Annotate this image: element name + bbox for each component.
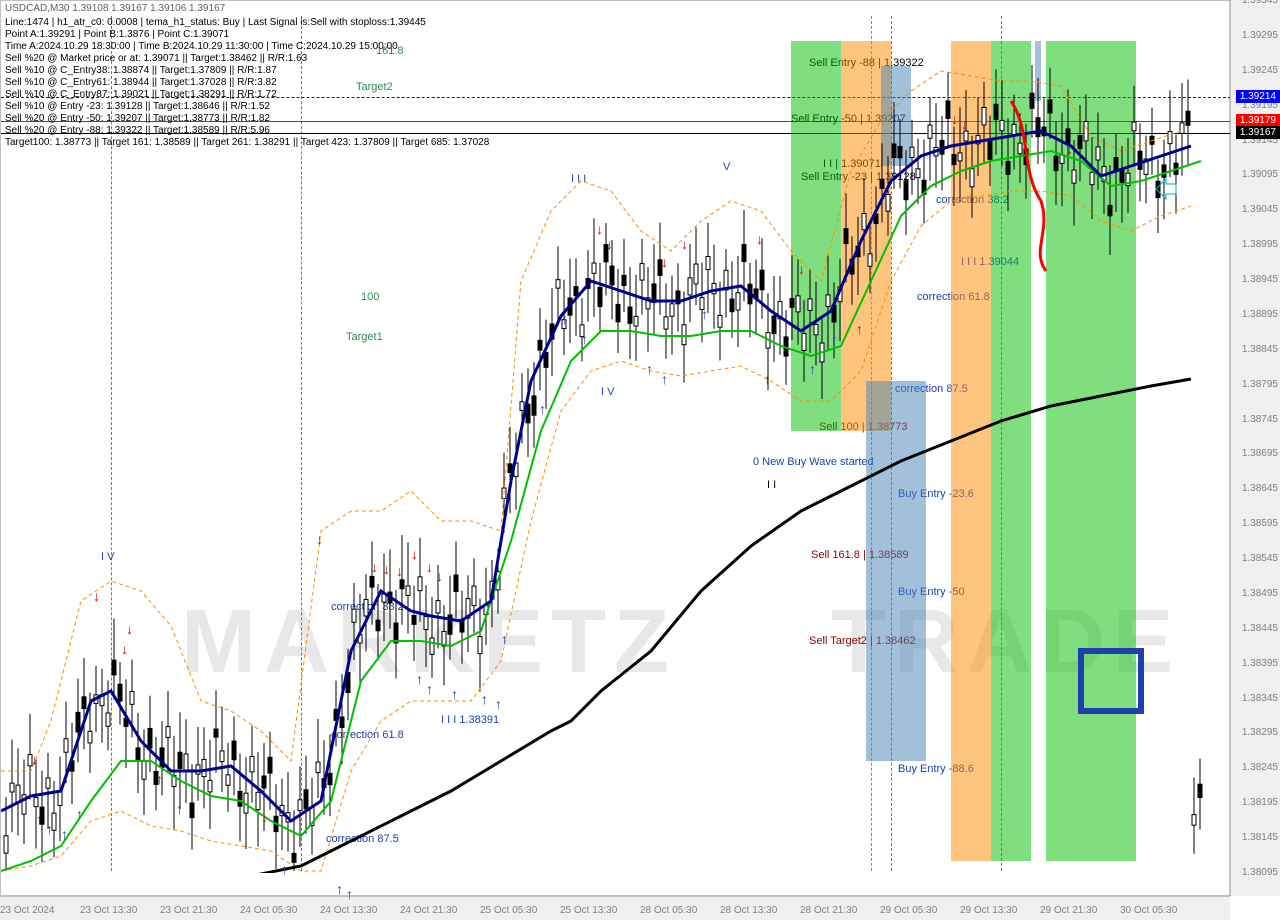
x-tick: 30 Oct 05:30 <box>1120 905 1177 916</box>
down-arrow-icon: ↓ <box>426 559 433 575</box>
up-arrow-icon: ↑ <box>176 801 183 817</box>
up-arrow-icon: ↑ <box>701 306 708 322</box>
y-tick: 1.39245 <box>1242 65 1278 76</box>
x-tick: 28 Oct 21:30 <box>800 905 857 916</box>
y-tick: 1.38995 <box>1242 239 1278 250</box>
x-axis: 23 Oct 2024 23 Oct 13:30 23 Oct 21:30 24 Oc… <box>0 896 1230 920</box>
up-arrow-icon: ↑ <box>416 671 423 687</box>
x-tick: 24 Oct 13:30 <box>320 905 377 916</box>
y-axis: 1.393451.392951.392451.391951.391451.390… <box>1230 0 1280 896</box>
up-arrow-icon: ↑ <box>764 371 771 387</box>
down-arrow-icon: ↓ <box>371 559 378 575</box>
down-arrow-icon: ↓ <box>436 568 443 584</box>
price-marker: 1.39167 <box>1236 126 1280 139</box>
y-tick: 1.38545 <box>1242 553 1278 564</box>
x-tick: 23 Oct 13:30 <box>80 905 137 916</box>
down-arrow-icon: ↓ <box>31 751 38 767</box>
up-arrow-icon: ↑ <box>501 631 508 647</box>
y-tick: 1.38595 <box>1242 518 1278 529</box>
y-tick: 1.38845 <box>1242 344 1278 355</box>
x-tick: 29 Oct 13:30 <box>960 905 1017 916</box>
y-tick: 1.39295 <box>1242 30 1278 41</box>
x-tick: 25 Oct 13:30 <box>560 905 617 916</box>
up-arrow-icon: ↑ <box>426 681 433 697</box>
up-arrow-icon: ↑ <box>809 361 816 377</box>
down-arrow-icon: ↓ <box>261 809 268 825</box>
up-arrow-icon: ↑ <box>61 826 68 842</box>
y-tick: 1.38645 <box>1242 483 1278 494</box>
y-tick: 1.38495 <box>1242 588 1278 599</box>
y-tick: 1.39345 <box>1242 0 1278 6</box>
down-arrow-icon: ↓ <box>661 254 668 270</box>
up-arrow-icon: ↑ <box>856 321 863 337</box>
y-tick: 1.38395 <box>1242 658 1278 669</box>
down-arrow-icon: ↓ <box>93 588 100 604</box>
y-tick: 1.39045 <box>1242 204 1278 215</box>
y-tick: 1.38445 <box>1242 623 1278 634</box>
down-arrow-icon: ↓ <box>316 531 323 547</box>
x-tick: 28 Oct 05:30 <box>640 905 697 916</box>
down-arrow-icon: ↓ <box>756 231 763 247</box>
down-arrow-icon: ↓ <box>951 111 958 127</box>
down-arrow-icon: ↓ <box>1066 141 1073 157</box>
y-tick: 1.38295 <box>1242 727 1278 738</box>
up-arrow-icon: ↑ <box>156 771 163 787</box>
down-arrow-icon: ↓ <box>396 563 403 579</box>
y-tick: 1.38145 <box>1242 832 1278 843</box>
up-arrow-icon: ↑ <box>46 821 53 837</box>
down-arrow-icon: ↓ <box>961 116 968 132</box>
up-arrow-icon: ↑ <box>646 361 653 377</box>
down-arrow-icon: ↓ <box>121 641 128 657</box>
up-arrow-icon: ↑ <box>831 331 838 347</box>
y-tick: 1.38245 <box>1242 762 1278 773</box>
down-arrow-icon: ↓ <box>606 236 613 252</box>
y-tick: 1.38795 <box>1242 379 1278 390</box>
down-arrow-icon: ↓ <box>383 561 390 577</box>
price-marker: 1.39214 <box>1236 90 1280 103</box>
up-arrow-icon: ↑ <box>281 861 288 877</box>
up-arrow-icon: ↑ <box>661 371 668 387</box>
y-tick: 1.38095 <box>1242 867 1278 878</box>
chart-area[interactable]: MARKETZ TRADE ↑↑↑↑↑↑↑↑↑↑↑↑↑↑↑↑↑↑↑↑↑↑↑↑↑↓… <box>0 0 1230 896</box>
y-tick: 1.38695 <box>1242 448 1278 459</box>
y-tick: 1.38945 <box>1242 274 1278 285</box>
x-tick: 29 Oct 05:30 <box>880 905 937 916</box>
x-tick: 28 Oct 13:30 <box>720 905 777 916</box>
y-tick: 1.38895 <box>1242 309 1278 320</box>
up-arrow-icon: ↑ <box>76 806 83 822</box>
x-tick: 29 Oct 21:30 <box>1040 905 1097 916</box>
up-arrow-icon: ↑ <box>581 331 588 347</box>
up-arrow-icon: ↑ <box>451 686 458 702</box>
up-arrow-icon: ↑ <box>539 401 546 417</box>
down-arrow-icon: ↓ <box>126 621 133 637</box>
down-arrow-icon: ↓ <box>596 221 603 237</box>
up-arrow-icon: ↑ <box>336 881 343 897</box>
x-tick: 25 Oct 05:30 <box>480 905 537 916</box>
x-tick: 24 Oct 21:30 <box>400 905 457 916</box>
x-tick: 23 Oct 2024 <box>0 905 54 916</box>
y-tick: 1.38745 <box>1242 414 1278 425</box>
chart-svg <box>1 1 1231 873</box>
down-arrow-icon: ↓ <box>411 546 418 562</box>
y-tick: 1.39095 <box>1242 169 1278 180</box>
up-arrow-icon: ↑ <box>346 886 353 902</box>
up-arrow-icon: ↑ <box>561 311 568 327</box>
up-arrow-icon: ↑ <box>481 691 488 707</box>
down-arrow-icon: ↓ <box>798 261 805 277</box>
x-tick: 24 Oct 05:30 <box>240 905 297 916</box>
y-tick: 1.38345 <box>1242 693 1278 704</box>
x-tick: 23 Oct 21:30 <box>160 905 217 916</box>
up-arrow-icon: ↑ <box>495 696 502 712</box>
up-arrow-icon: ↑ <box>36 811 43 827</box>
down-arrow-icon: ↓ <box>681 236 688 252</box>
y-tick: 1.38195 <box>1242 797 1278 808</box>
